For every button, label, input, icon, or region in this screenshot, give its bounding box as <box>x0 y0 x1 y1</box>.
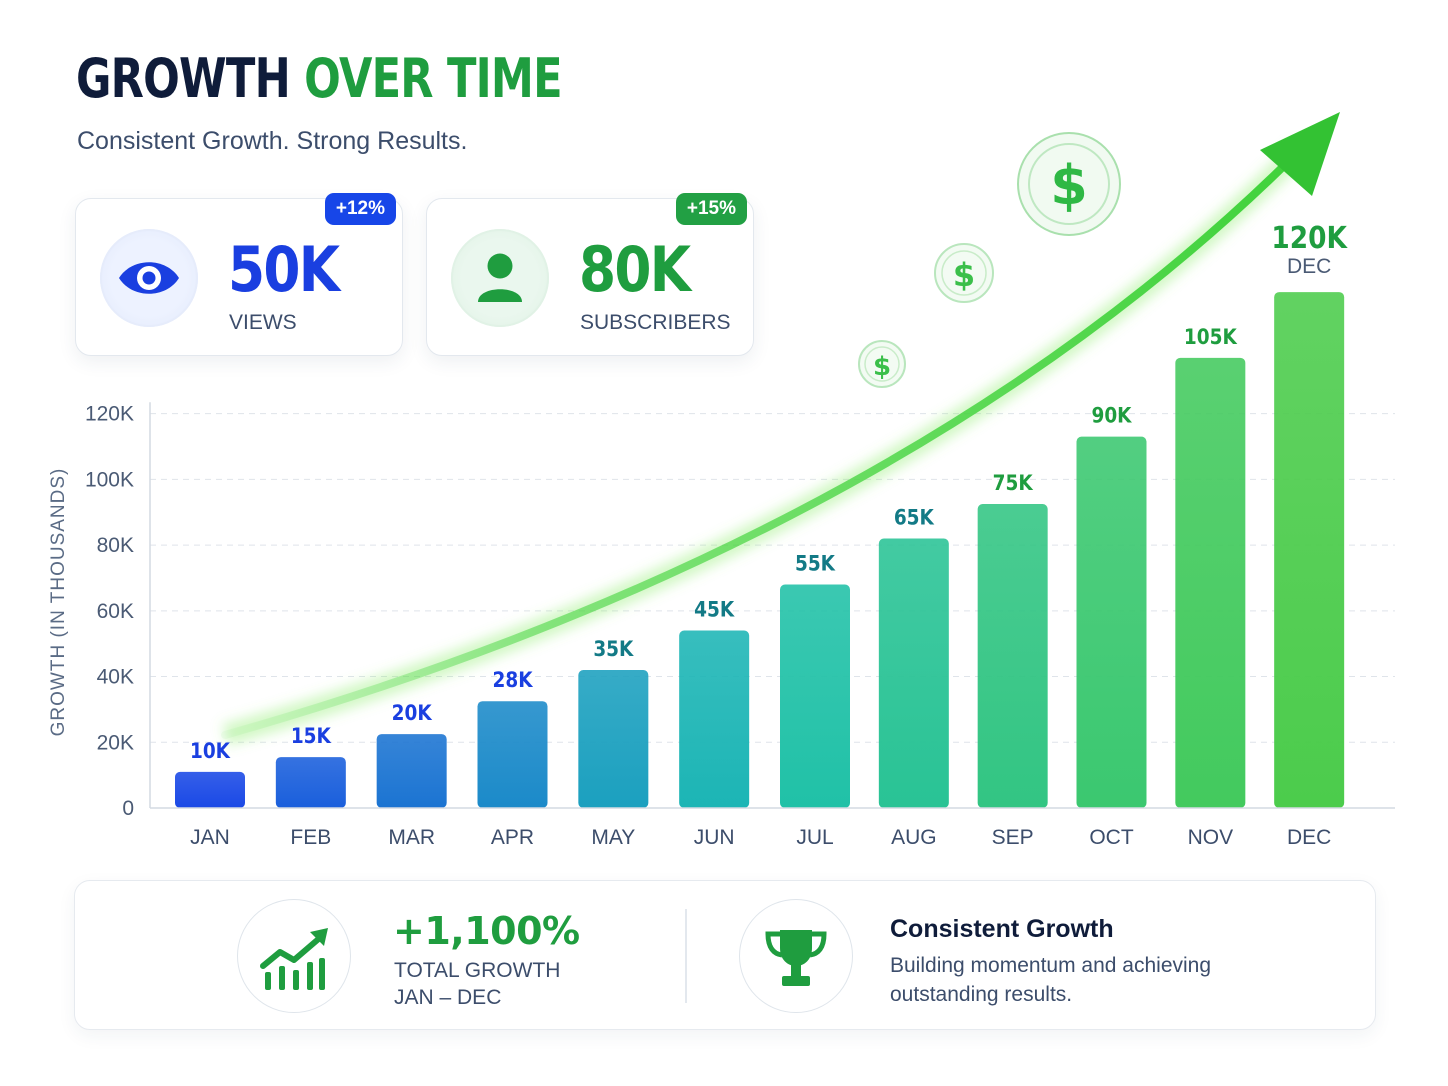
user-icon <box>451 229 549 327</box>
total-growth-label: TOTAL GROWTH JAN – DEC <box>394 957 560 1011</box>
bar-dec <box>1274 292 1345 808</box>
x-tick-label: APR <box>491 826 534 849</box>
data-label: 28K <box>492 668 533 692</box>
data-label: 45K <box>694 597 735 621</box>
highlight-sublabel: DEC <box>1287 255 1331 278</box>
total-growth-value: +1,100% <box>393 909 580 953</box>
x-tick-label: SEP <box>992 826 1034 849</box>
highlight-text: Building momentum and achieving outstand… <box>890 954 1212 1006</box>
bar-sep <box>977 504 1048 808</box>
data-label: 65K <box>894 505 935 529</box>
svg-text:$: $ <box>1050 154 1088 217</box>
y-tick-label: 40K <box>97 666 134 689</box>
data-label: 20K <box>392 701 433 725</box>
subscribers-label: SUBSCRIBERS <box>580 311 731 334</box>
x-tick-label: OCT <box>1089 826 1134 849</box>
dollar-coin-icon: $ <box>858 340 906 388</box>
views-card: 50K VIEWS +12% <box>75 193 403 356</box>
trophy-icon <box>739 899 853 1013</box>
trend-arrow <box>221 112 1340 746</box>
y-tick-label: 100K <box>85 468 134 491</box>
page-subtitle: Consistent Growth. Strong Results. <box>77 127 468 155</box>
growth-chart-icon <box>237 899 351 1013</box>
x-tick-label: JUN <box>694 826 735 849</box>
data-label: 90K <box>1091 404 1132 428</box>
bar-aug <box>878 538 949 808</box>
data-label: 15K <box>291 724 332 748</box>
page-title: GROWTH OVER TIME <box>76 52 563 106</box>
bar-nov <box>1175 357 1246 808</box>
data-label: 55K <box>795 551 836 575</box>
subscribers-value: 80K <box>579 233 691 306</box>
x-tick-label: JAN <box>190 826 230 849</box>
total-growth-label-line-2: JAN – DEC <box>394 986 502 1009</box>
title-part-1: GROWTH <box>76 47 291 110</box>
views-value: 50K <box>228 233 340 306</box>
x-tick-label: DEC <box>1287 826 1331 849</box>
title-part-2: OVER TIME <box>304 47 562 110</box>
data-label: 75K <box>993 471 1034 495</box>
y-tick-label: 120K <box>85 403 134 426</box>
growth-bar-chart: 0 20K 40K 60K 80K 100K 120K $ $ $ 10K 15K 20K 28K… <box>48 112 1395 849</box>
bar-apr <box>477 701 548 808</box>
y-tick-label: 60K <box>97 600 134 623</box>
bar-may <box>578 669 649 808</box>
data-label: 120K <box>1271 220 1348 255</box>
highlight-title: Consistent Growth <box>890 915 1114 943</box>
y-tick-label: 0 <box>122 797 134 820</box>
x-tick-label: MAY <box>591 826 635 849</box>
y-axis-title: GROWTH (IN THOUSANDS) <box>48 468 69 737</box>
svg-text:$: $ <box>873 352 891 382</box>
views-label: VIEWS <box>229 311 297 334</box>
total-growth-label-line-1: TOTAL GROWTH <box>394 959 561 982</box>
subscribers-change-badge: +15% <box>675 193 747 225</box>
data-label: 105K <box>1184 325 1237 349</box>
bar-jun <box>679 630 750 808</box>
bar-mar <box>376 734 447 808</box>
bar-jul <box>780 584 850 808</box>
dollar-coin-icon: $ <box>1017 132 1121 236</box>
eye-icon <box>100 229 198 327</box>
bar-feb <box>275 757 346 808</box>
x-tick-label: JUL <box>796 826 833 849</box>
summary-panel: +1,100% TOTAL GROWTH JAN – DEC Consisten… <box>74 880 1376 1030</box>
y-tick-label: 80K <box>97 534 134 557</box>
dollar-coin-icon: $ <box>934 243 994 303</box>
bar-jan <box>175 771 245 808</box>
views-change-badge: +12% <box>324 193 396 225</box>
subscribers-card: 80K SUBSCRIBERS +15% <box>426 193 754 356</box>
data-label: 10K <box>190 739 231 763</box>
x-tick-label: FEB <box>290 826 331 849</box>
data-label: 35K <box>593 637 634 661</box>
x-tick-label: AUG <box>891 826 937 849</box>
x-tick-label: MAR <box>388 826 435 849</box>
svg-text:$: $ <box>953 256 975 294</box>
y-tick-label: 20K <box>97 731 134 754</box>
x-tick-label: NOV <box>1188 826 1234 849</box>
bar-oct <box>1076 436 1147 808</box>
divider <box>685 909 687 1003</box>
